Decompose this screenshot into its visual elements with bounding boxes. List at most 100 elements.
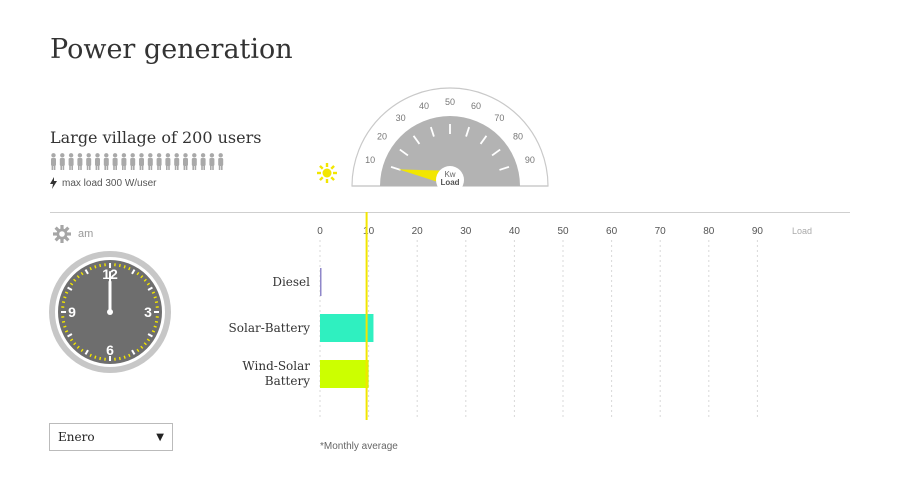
person-icon	[147, 153, 153, 170]
sun-icon	[317, 163, 337, 183]
x-tick-label: 60	[606, 226, 618, 237]
person-icon	[209, 153, 215, 170]
clock-tick	[153, 296, 157, 299]
clock-tick	[153, 325, 157, 328]
gauge-dial	[380, 116, 520, 186]
gauge-tick	[412, 135, 421, 145]
clock-tick	[64, 330, 69, 333]
clock-tick	[131, 269, 136, 275]
clock-tick	[89, 353, 92, 358]
x-axis-label: Load	[792, 226, 812, 236]
max-load-label: max load 300 W/user	[62, 177, 157, 189]
category-label: Diesel	[272, 275, 310, 289]
clock-tick	[147, 286, 153, 291]
clock-tick	[143, 342, 147, 346]
clock-tick	[80, 348, 84, 353]
gauge-tick	[390, 165, 401, 171]
gauge-tick	[429, 126, 435, 137]
clock-tick	[128, 266, 131, 271]
x-tick-label: 40	[509, 226, 521, 237]
clock-tick	[154, 301, 159, 304]
clock-tick	[76, 345, 80, 349]
person-icon	[103, 153, 109, 170]
person-icon	[51, 153, 56, 170]
person-icon	[130, 153, 136, 170]
clock-tick	[140, 275, 144, 279]
person-icon	[112, 153, 118, 170]
clock-tick	[151, 291, 156, 294]
clock-tick	[146, 338, 151, 342]
clock-tick	[73, 342, 77, 346]
person-icon	[86, 153, 92, 170]
gauge-tick-label: 20	[377, 132, 387, 142]
clock-numeral: 3	[144, 304, 152, 320]
gauge-hub	[436, 166, 464, 188]
clock: 12369	[49, 251, 171, 373]
gauge-tick	[465, 126, 471, 137]
gauge-outline	[351, 87, 549, 187]
clock-tick	[76, 275, 80, 279]
person-icon	[218, 153, 224, 170]
clock-tick	[123, 265, 126, 269]
gear-sun-icon	[53, 225, 71, 243]
clock-tick	[146, 282, 151, 286]
triangle-down-icon: ▼	[156, 431, 164, 443]
clock-tick	[73, 278, 77, 282]
clock-tick	[67, 333, 73, 338]
gauge-tick	[499, 165, 510, 171]
x-tick-label: 90	[752, 226, 764, 237]
clock-tick	[63, 296, 67, 299]
gauge-tick-label: 50	[445, 97, 455, 107]
clock-tick	[69, 282, 74, 286]
month-select[interactable]: Enero ▼	[49, 423, 173, 451]
person-icon	[156, 153, 162, 170]
page-title: Power generation	[50, 34, 293, 65]
month-select-value: Enero	[58, 430, 95, 444]
gauge-tick-label: 10	[365, 155, 375, 165]
gauge-tick-label: 60	[471, 101, 481, 111]
bar	[320, 314, 374, 342]
x-tick-label: 30	[460, 226, 472, 237]
time-period: am	[52, 224, 93, 244]
gauge-tick-label: 40	[419, 101, 429, 111]
person-icon	[121, 153, 127, 170]
gauge-tick	[479, 135, 488, 145]
gauge-tick	[491, 148, 501, 157]
clock-tick	[63, 325, 67, 328]
clock-tick	[123, 355, 126, 359]
category-label: Solar-Battery	[229, 321, 311, 335]
gauge-tick-label: 70	[494, 113, 504, 123]
clock-tick	[84, 349, 89, 355]
period-label: am	[78, 228, 94, 240]
clock-tick	[64, 291, 69, 294]
clock-tick	[131, 349, 136, 355]
person-icon	[165, 153, 171, 170]
clock-tick	[69, 338, 74, 342]
clock-tick	[143, 278, 147, 282]
person-icon	[59, 153, 65, 170]
x-tick-label: 80	[703, 226, 715, 237]
category-label: Wind-Solar Battery	[242, 359, 310, 388]
clock-tick	[118, 263, 121, 268]
person-icon	[183, 153, 188, 170]
clock-tick	[140, 345, 144, 349]
bar	[320, 360, 369, 388]
clock-tick	[89, 266, 92, 271]
clock-tick	[61, 320, 66, 323]
gauge-unit-top: Kw	[444, 170, 455, 179]
gauge-tick-label: 30	[396, 113, 406, 123]
gauge-unit-bottom: Load	[440, 178, 459, 187]
village-subtitle: Large village of 200 users	[50, 128, 262, 147]
person-icon	[77, 153, 83, 170]
footnote: *Monthly average	[320, 441, 398, 452]
clock-center	[107, 309, 113, 315]
clock-tick	[84, 269, 89, 275]
clock-tick	[61, 301, 66, 304]
bar	[320, 268, 322, 296]
x-tick-label: 0	[317, 226, 323, 237]
clock-tick	[147, 333, 153, 338]
clock-tick	[99, 263, 102, 268]
person-icon	[139, 153, 144, 170]
